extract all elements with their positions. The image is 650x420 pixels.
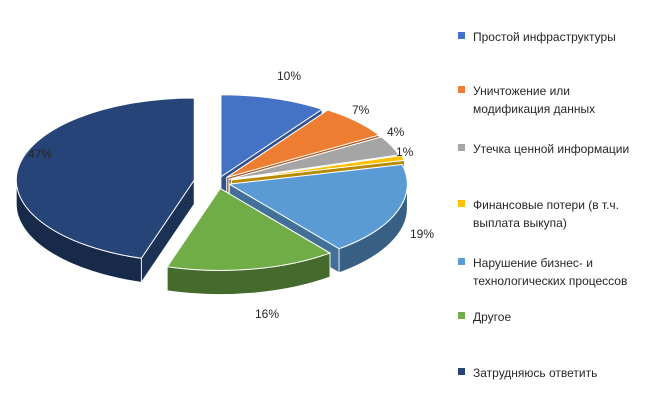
pie-slice: [231, 154, 406, 181]
legend-label-line: технологических процессов: [473, 274, 628, 288]
legend-swatch: [458, 144, 465, 151]
legend-item: Финансовые потери (в т.ч. выплата выкупа): [458, 196, 648, 232]
legend-label: Нарушение бизнес- и технологических проце…: [473, 254, 627, 290]
data-label: 47%: [28, 147, 52, 161]
legend-item: Простой инфраструктуры: [458, 28, 648, 46]
legend-label-line: Простой инфраструктуры: [473, 30, 616, 44]
legend-label: Другое: [473, 308, 511, 326]
legend-label-line: Утечка ценной информации: [473, 142, 630, 156]
legend-swatch: [458, 32, 465, 39]
legend-item: Утечка ценной информации: [458, 140, 648, 158]
pie-slice: [228, 136, 400, 180]
legend-label-line: Затрудняюсь ответить: [473, 366, 598, 380]
data-labels: 10% 7% 4% 1% 19% 16% 47%: [28, 69, 434, 321]
chart-legend: Простой инфраструктуры Уничтожение или мод…: [458, 0, 648, 420]
pie-slice: [220, 94, 324, 178]
legend-swatch: [458, 200, 465, 207]
legend-swatch: [458, 258, 465, 265]
legend-label: Простой инфраструктуры: [473, 28, 616, 46]
data-label: 16%: [255, 307, 279, 321]
legend-swatch: [458, 368, 465, 375]
data-label: 1%: [396, 145, 414, 159]
legend-label-line: выплата выкупа): [473, 216, 567, 230]
legend-item: Уничтожение или модификация данных: [458, 82, 648, 118]
pie-slice: [226, 109, 381, 178]
pie-slice: [166, 187, 332, 271]
legend-label-line: модификация данных: [473, 102, 596, 116]
legend-swatch: [458, 312, 465, 319]
legend-label-line: Финансовые потери (в т.ч.: [473, 198, 620, 212]
legend-label: Затрудняюсь ответить: [473, 364, 597, 382]
legend-label-line: Нарушение бизнес- и: [473, 256, 593, 270]
legend-label-line: Уничтожение или: [473, 84, 571, 98]
legend-label-line: Другое: [473, 310, 512, 324]
legend-label: Уничтожение или модификация данных: [473, 82, 595, 118]
legend-label: Утечка ценной информации: [473, 140, 629, 158]
pie-slice: [227, 163, 408, 250]
pie-slice: [15, 97, 195, 259]
data-label: 7%: [352, 103, 370, 117]
data-label: 4%: [387, 125, 405, 139]
legend-item: Затрудняюсь ответить: [458, 364, 648, 382]
legend-swatch: [458, 86, 465, 93]
pie-tops: [15, 94, 408, 271]
data-label: 19%: [410, 227, 434, 241]
data-label: 10%: [277, 69, 301, 83]
legend-item: Другое: [458, 308, 648, 326]
legend-item: Нарушение бизнес- и технологических проце…: [458, 254, 648, 290]
legend-label: Финансовые потери (в т.ч. выплата выкупа): [473, 196, 619, 232]
